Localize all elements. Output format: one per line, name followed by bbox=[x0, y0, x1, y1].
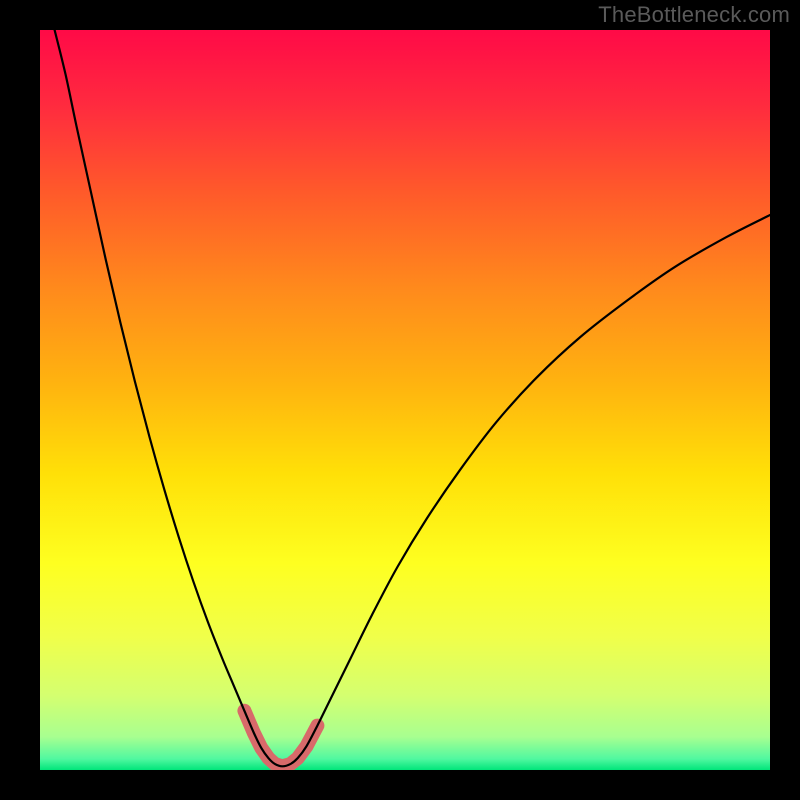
watermark-text: TheBottleneck.com bbox=[598, 2, 790, 28]
chart-plot-area bbox=[40, 30, 770, 770]
chart-background bbox=[40, 30, 770, 770]
chart-svg bbox=[40, 30, 770, 770]
